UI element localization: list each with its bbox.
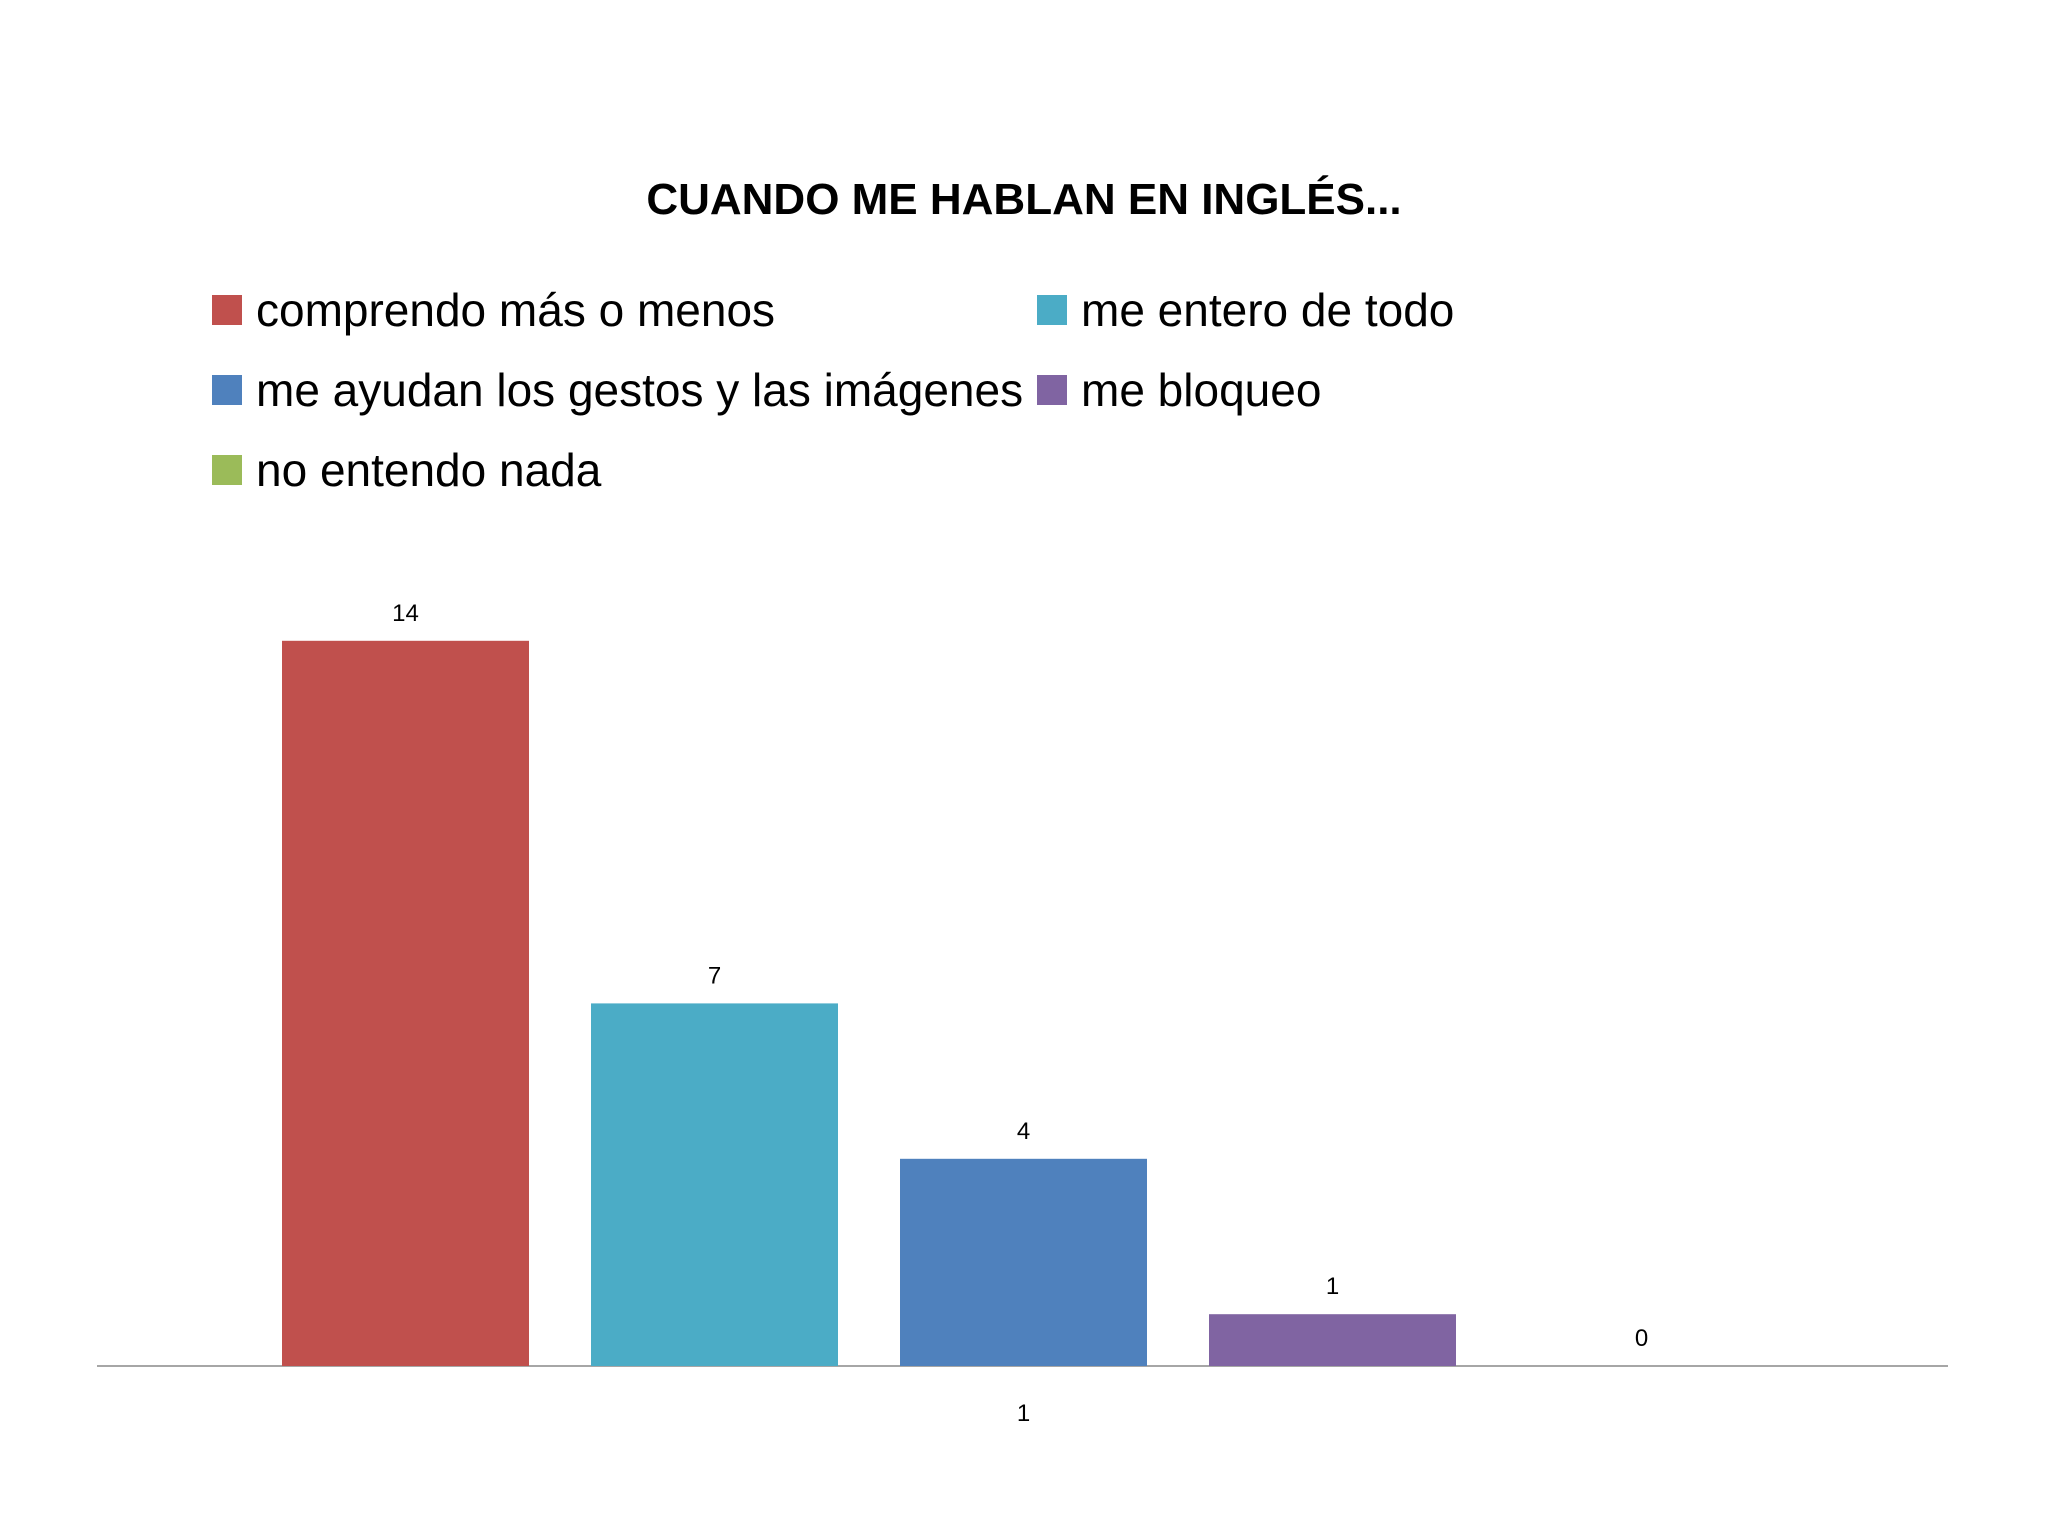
bar — [282, 640, 529, 1366]
legend-item-me-entero: me entero de todo — [1037, 270, 1512, 350]
legend-swatch — [1037, 295, 1067, 325]
legend-label: me ayudan los gestos y las imágenes — [256, 364, 1024, 416]
data-label: 1 — [1326, 1273, 1339, 1300]
bar — [900, 1158, 1147, 1366]
chart-title: CUANDO ME HABLAN EN INGLÉS... — [646, 175, 1402, 224]
bar — [591, 1003, 838, 1366]
legend-label: no entendo nada — [256, 444, 602, 496]
chart-legend: comprendo más o menos me entero de todo … — [212, 270, 1512, 510]
legend-item-me-ayudan: me ayudan los gestos y las imágenes — [212, 350, 1037, 430]
legend-label: me bloqueo — [1081, 364, 1322, 416]
legend-label: me entero de todo — [1081, 284, 1455, 336]
data-label: 7 — [708, 962, 721, 989]
bar — [1209, 1314, 1456, 1366]
x-tick-label: 1 — [1017, 1400, 1030, 1427]
data-label: 0 — [1635, 1325, 1648, 1352]
legend-label: comprendo más o menos — [256, 284, 776, 336]
legend-item-no-entendo: no entendo nada — [212, 430, 1037, 510]
legend-swatch — [212, 295, 242, 325]
legend-swatch — [212, 375, 242, 405]
legend-item-me-bloqueo: me bloqueo — [1037, 350, 1512, 430]
legend-swatch — [1037, 375, 1067, 405]
data-label: 14 — [392, 600, 419, 627]
legend-item-comprendo: comprendo más o menos — [212, 270, 1037, 350]
legend-swatch — [212, 455, 242, 485]
data-label: 4 — [1017, 1118, 1030, 1145]
